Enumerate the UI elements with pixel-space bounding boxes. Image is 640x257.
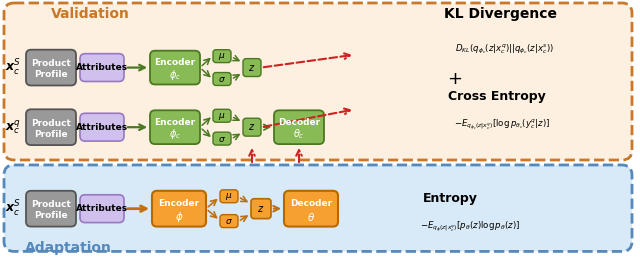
FancyBboxPatch shape (4, 3, 632, 160)
Text: $z$: $z$ (248, 62, 255, 72)
FancyBboxPatch shape (4, 165, 632, 251)
FancyBboxPatch shape (26, 109, 76, 145)
FancyBboxPatch shape (220, 190, 238, 203)
Text: $\phi$: $\phi$ (175, 210, 183, 224)
Text: KL Divergence: KL Divergence (444, 7, 557, 21)
FancyBboxPatch shape (213, 50, 231, 63)
Text: $\mu$: $\mu$ (218, 51, 226, 62)
FancyBboxPatch shape (284, 191, 338, 227)
FancyBboxPatch shape (26, 50, 76, 86)
Text: Encoder: Encoder (159, 199, 200, 208)
Text: $\boldsymbol{x}_c^q$: $\boldsymbol{x}_c^q$ (5, 118, 21, 136)
Text: Decoder: Decoder (278, 118, 320, 127)
Text: $-E_{q_{\phi_c}(z|x_c^q)}[\log p_{\theta_c}(y_c^q|z)]$: $-E_{q_{\phi_c}(z|x_c^q)}[\log p_{\theta… (454, 117, 550, 132)
FancyBboxPatch shape (274, 110, 324, 144)
FancyBboxPatch shape (150, 51, 200, 85)
Text: Profile: Profile (34, 211, 68, 220)
Text: $\mu$: $\mu$ (218, 111, 226, 122)
Text: Encoder: Encoder (154, 118, 196, 127)
FancyBboxPatch shape (243, 59, 261, 77)
Text: $\mu$: $\mu$ (225, 191, 233, 202)
FancyBboxPatch shape (150, 110, 200, 144)
FancyBboxPatch shape (213, 132, 231, 145)
Text: $\theta$: $\theta$ (307, 211, 315, 223)
Text: Validation: Validation (51, 7, 129, 21)
Text: Attributes: Attributes (76, 204, 128, 213)
Text: Decoder: Decoder (290, 199, 332, 208)
Text: Adaptation: Adaptation (24, 241, 111, 255)
FancyBboxPatch shape (26, 191, 76, 227)
Text: $-E_{q_\phi(z|x_c^q)}[p_\theta(z)\log p_\theta(z)]$: $-E_{q_\phi(z|x_c^q)}[p_\theta(z)\log p_… (420, 219, 520, 234)
Text: $\boldsymbol{x}_c^S$: $\boldsymbol{x}_c^S$ (5, 58, 21, 78)
FancyBboxPatch shape (152, 191, 206, 227)
Text: $D_{KL}(q_{\phi_c}(z|x_c^q)||q_{\phi_c}(z|x_c^s))$: $D_{KL}(q_{\phi_c}(z|x_c^q)||q_{\phi_c}(… (456, 43, 555, 56)
FancyBboxPatch shape (220, 215, 238, 227)
FancyBboxPatch shape (80, 113, 124, 141)
Text: Entropy: Entropy (422, 192, 477, 205)
Text: Product: Product (31, 200, 71, 209)
Text: $z$: $z$ (248, 122, 255, 132)
Text: $z$: $z$ (257, 204, 265, 214)
Text: Profile: Profile (34, 130, 68, 139)
FancyBboxPatch shape (213, 72, 231, 86)
Text: +: + (447, 70, 463, 88)
Text: Product: Product (31, 59, 71, 68)
Text: $\phi_c$: $\phi_c$ (169, 127, 181, 141)
FancyBboxPatch shape (251, 199, 271, 219)
Text: Product: Product (31, 119, 71, 128)
Text: $\sigma$: $\sigma$ (225, 217, 233, 226)
Text: Encoder: Encoder (154, 58, 196, 67)
FancyBboxPatch shape (213, 109, 231, 122)
Text: $\phi_c$: $\phi_c$ (169, 68, 181, 81)
FancyBboxPatch shape (243, 118, 261, 136)
Text: Profile: Profile (34, 70, 68, 79)
Text: Attributes: Attributes (76, 63, 128, 72)
Text: $\boldsymbol{x}_c^S$: $\boldsymbol{x}_c^S$ (5, 199, 21, 219)
Text: $\sigma$: $\sigma$ (218, 75, 226, 84)
Text: Attributes: Attributes (76, 123, 128, 132)
Text: $\sigma$: $\sigma$ (218, 135, 226, 144)
FancyBboxPatch shape (80, 195, 124, 223)
FancyBboxPatch shape (80, 54, 124, 81)
Text: Cross Entropy: Cross Entropy (448, 90, 546, 103)
Text: $\theta_c$: $\theta_c$ (293, 127, 305, 141)
